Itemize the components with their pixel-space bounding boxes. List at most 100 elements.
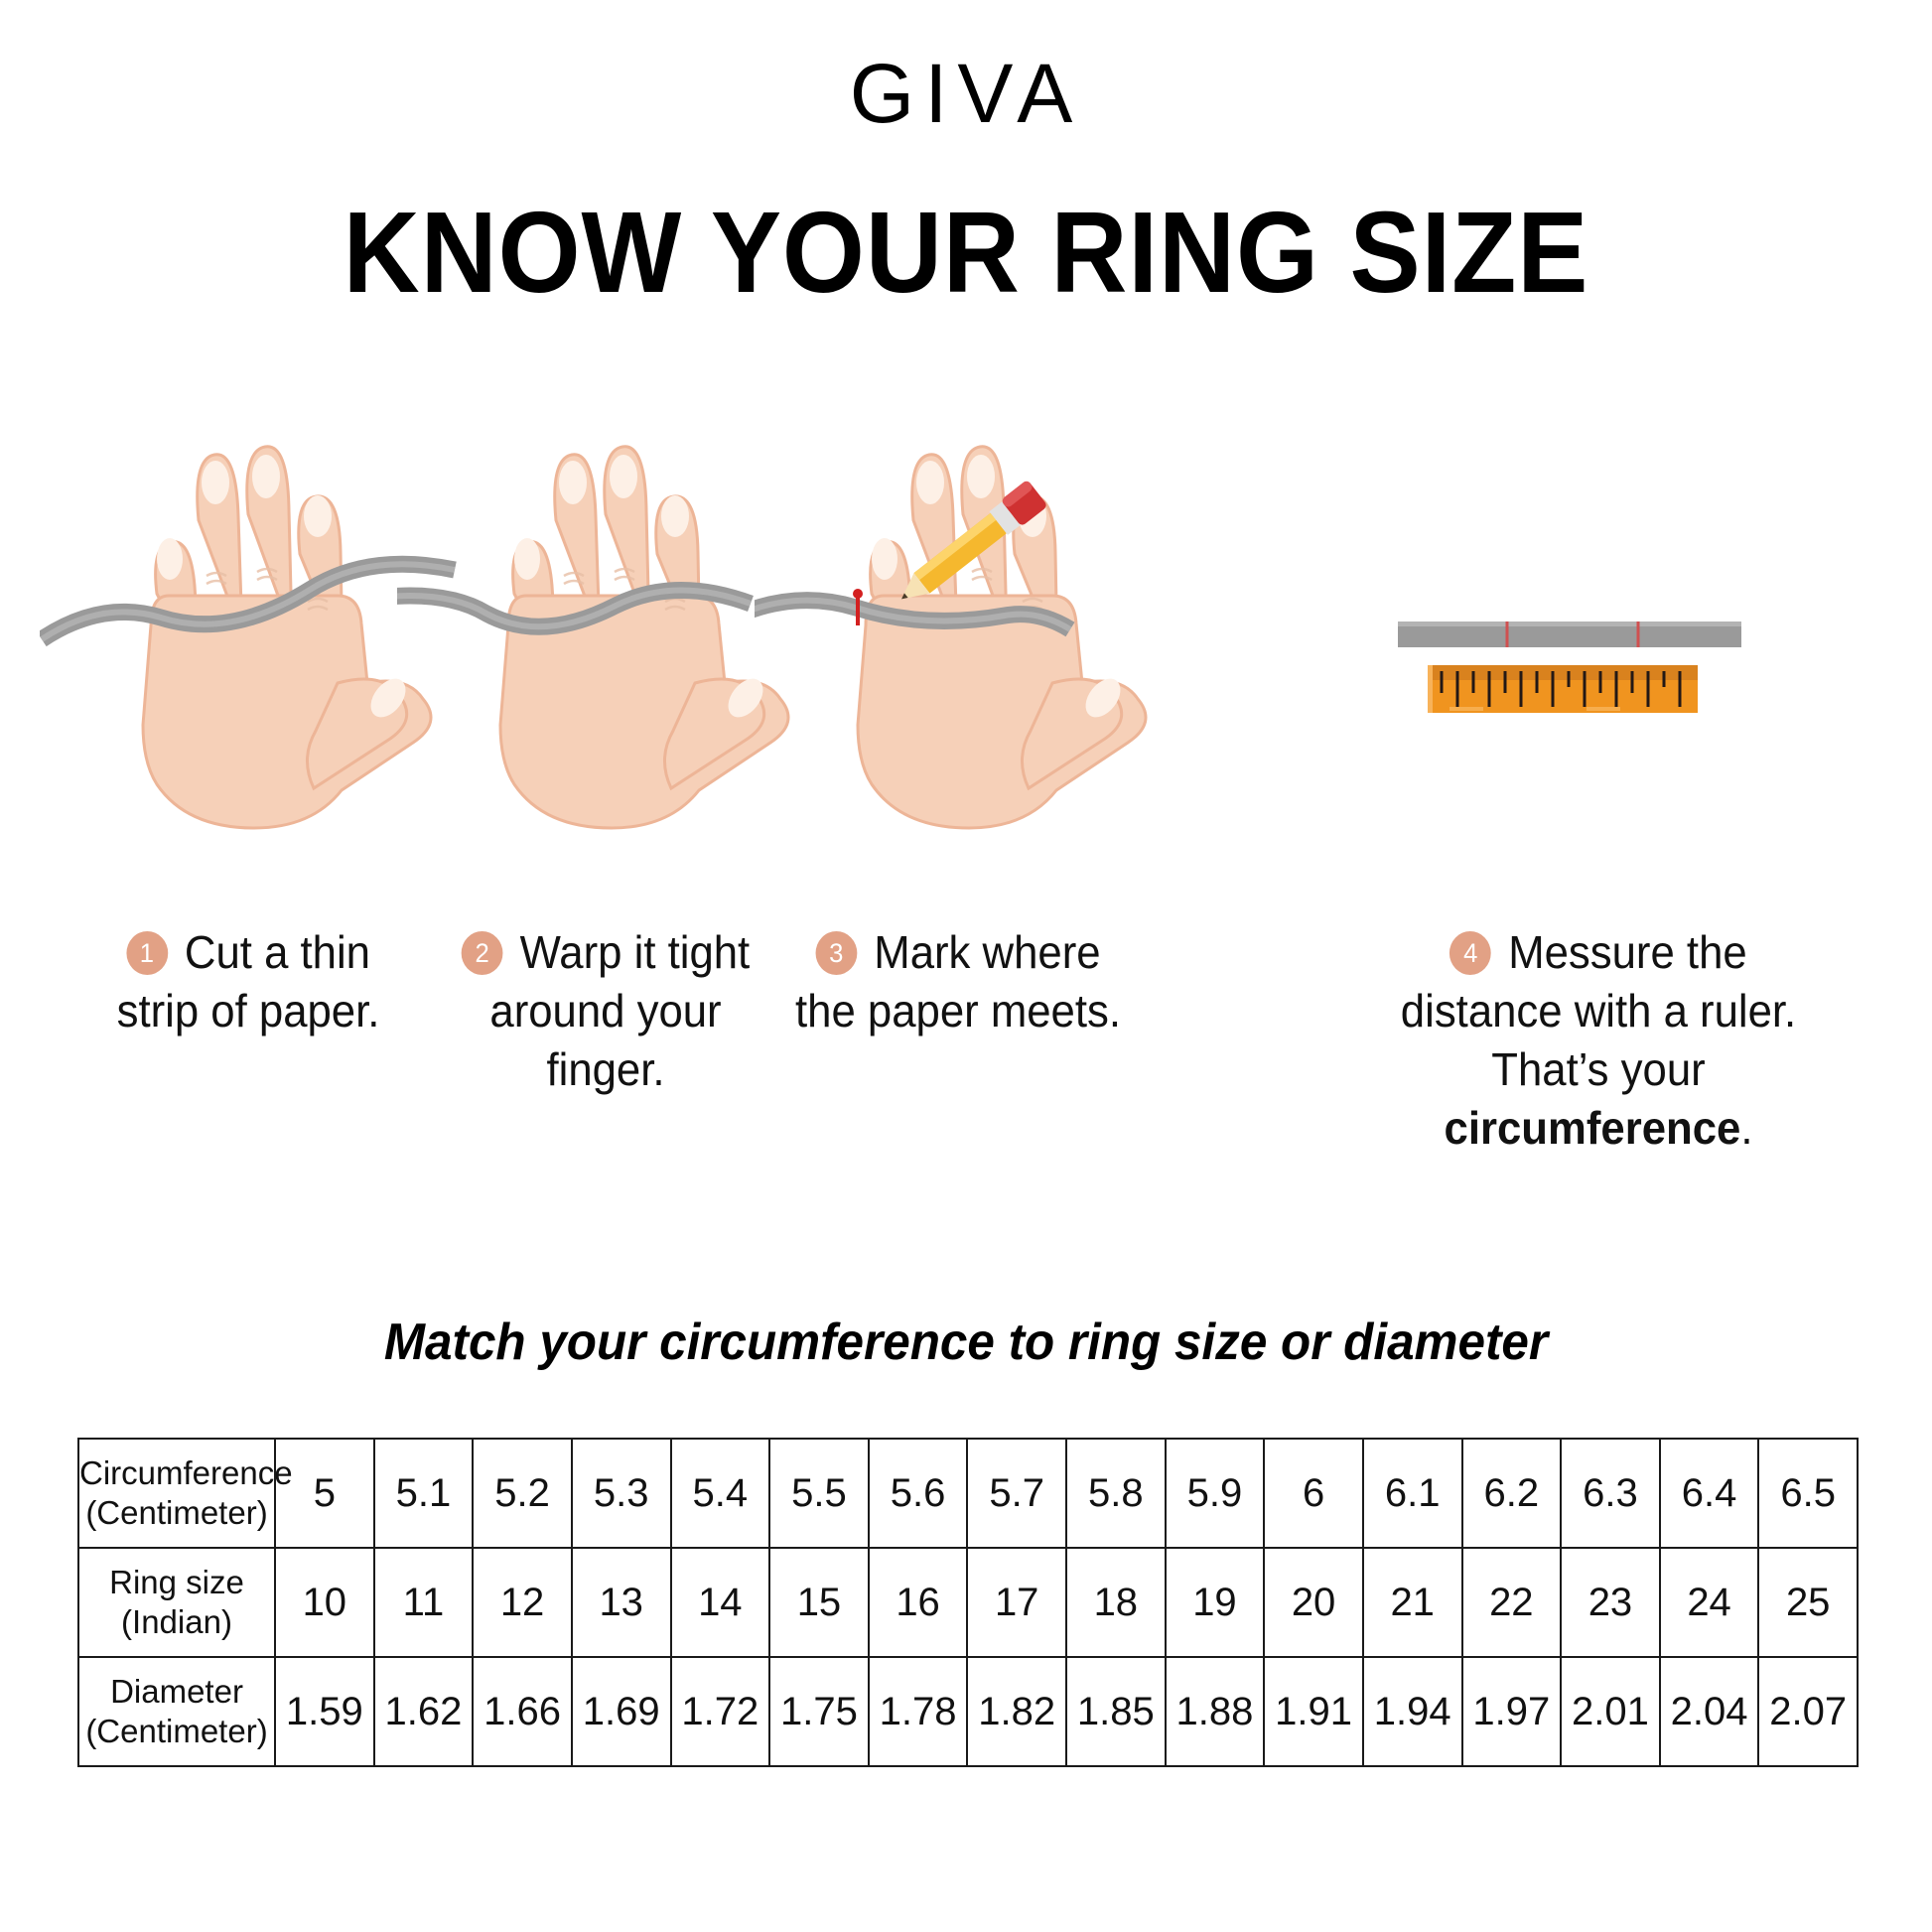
- nail: [559, 461, 587, 504]
- table-cell: 1.97: [1460, 1656, 1563, 1767]
- step-3-caption: 3 Mark where the paper meets.: [793, 923, 1124, 1040]
- table-cell: 18: [1065, 1547, 1167, 1658]
- step-1-illustration: [40, 427, 457, 854]
- ring-size-table: Circumference (Centimeter) 5 5.1 5.2 5.3 5.4…: [77, 1438, 1859, 1767]
- nail: [661, 495, 689, 537]
- table-cell: 5.4: [669, 1438, 771, 1549]
- table-cell: 2.04: [1658, 1656, 1760, 1767]
- table-cell: 6.2: [1460, 1438, 1563, 1549]
- step-4-line3-suffix: .: [1740, 1101, 1753, 1154]
- table-cell: 19: [1164, 1547, 1266, 1658]
- step-captions: 1 Cut a thin strip of paper. 2 Warp it tig…: [0, 923, 1932, 1154]
- table-cell: 6.5: [1757, 1438, 1859, 1549]
- hand-shape: [498, 445, 790, 830]
- row-label-line2: (Indian): [121, 1603, 232, 1640]
- table-cell: 5.7: [966, 1438, 1067, 1549]
- table-cell: 1.62: [372, 1656, 475, 1767]
- row-label: Ring size (Indian): [77, 1547, 276, 1658]
- table-cell: 15: [768, 1547, 870, 1658]
- paper-strip: [397, 582, 754, 635]
- table-cell: 17: [966, 1547, 1067, 1658]
- row-label-line1: Diameter: [110, 1672, 243, 1710]
- step-3-line1: Mark where: [874, 926, 1101, 978]
- step-1-caption: 1 Cut a thin strip of paper.: [88, 923, 409, 1040]
- nail: [967, 455, 995, 498]
- table-cell: 1.78: [867, 1656, 969, 1767]
- nail: [1085, 678, 1121, 718]
- table-cell: 10: [274, 1547, 375, 1658]
- table-cell: 21: [1361, 1547, 1463, 1658]
- pencil-icon: [901, 481, 1046, 600]
- table-row: Diameter (Centimeter) 1.59 1.62 1.66 1.69 1.…: [77, 1656, 1859, 1767]
- step-4-line2: distance with a ruler.: [1400, 984, 1797, 1036]
- nail: [202, 461, 229, 504]
- row-label-line1: Circumference: [79, 1453, 293, 1491]
- table-cell: 23: [1560, 1547, 1661, 1658]
- step-3-line2: the paper meets.: [795, 984, 1121, 1036]
- table-cell: 5.3: [570, 1438, 672, 1549]
- table-body: Circumference (Centimeter) 5 5.1 5.2 5.3 5.4…: [77, 1438, 1859, 1767]
- step-number-badge: 1: [126, 931, 168, 975]
- table-caption: Match your circumference to ring size or…: [383, 1313, 1549, 1371]
- step-4-caption: 4 Messure the distance with a ruler. That…: [1344, 923, 1854, 1158]
- table-cell: 11: [372, 1547, 475, 1658]
- nail: [252, 455, 280, 498]
- table-cell: 22: [1460, 1547, 1563, 1658]
- table-cell: 1.69: [570, 1656, 672, 1767]
- nail: [610, 455, 637, 498]
- step-number-badge: 4: [1449, 931, 1492, 975]
- table-cell: 5.9: [1164, 1438, 1266, 1549]
- step-4-line3-bold: circumference: [1444, 1101, 1741, 1154]
- table-cell: 24: [1658, 1547, 1760, 1658]
- table-cell: 1.94: [1361, 1656, 1463, 1767]
- step-2-line1: Warp it tight: [519, 926, 751, 978]
- table-cell: 25: [1757, 1547, 1859, 1658]
- step-4-illustration: [1390, 616, 1807, 745]
- step-4-line1: Messure the: [1508, 926, 1747, 978]
- hand-shape: [856, 445, 1148, 830]
- pencil-tip-dot: [853, 589, 863, 599]
- table-cell: 5.1: [372, 1438, 475, 1549]
- table-cell: 14: [669, 1547, 771, 1658]
- table-cell: 13: [570, 1547, 672, 1658]
- table-cell: 5: [274, 1438, 375, 1549]
- table-cell: 1.66: [472, 1656, 573, 1767]
- table-cell: 6.1: [1361, 1438, 1463, 1549]
- nail: [157, 538, 183, 580]
- row-label: Circumference (Centimeter): [77, 1438, 293, 1549]
- table-cell: 2.01: [1560, 1656, 1661, 1767]
- step-4-line3-prefix: That’s your: [1491, 1042, 1706, 1095]
- step-2-line2: around your finger.: [489, 984, 722, 1095]
- step-2-illustration: [397, 427, 814, 854]
- page-title: KNOW YOUR RING SIZE: [343, 188, 1589, 317]
- table-cell: 5.8: [1065, 1438, 1167, 1549]
- step-1-line2: strip of paper.: [116, 984, 380, 1036]
- paper-strip: [755, 592, 1075, 637]
- table-cell: 6.4: [1658, 1438, 1760, 1549]
- table-row: Ring size (Indian) 10 11 12 13 14 15 16 17 18 19 2…: [77, 1547, 1859, 1658]
- row-label-line2: (Centimeter): [85, 1713, 268, 1749]
- paper-strip: [40, 555, 457, 647]
- table-cell: 1.59: [274, 1656, 375, 1767]
- row-label-line2: (Centimeter): [85, 1494, 268, 1531]
- table-cell: 12: [472, 1547, 573, 1658]
- step-1-line1: Cut a thin: [184, 926, 370, 978]
- table-cell: 5.6: [867, 1438, 969, 1549]
- table-cell: 5.2: [472, 1438, 573, 1549]
- nail: [872, 538, 897, 580]
- table-cell: 16: [867, 1547, 969, 1658]
- nail: [304, 495, 332, 537]
- step-number-badge: 3: [815, 931, 858, 975]
- table-cell: 1.85: [1065, 1656, 1167, 1767]
- table-cell: 2.07: [1757, 1656, 1859, 1767]
- hand-shape: [141, 445, 433, 830]
- nail: [728, 678, 763, 718]
- table-cell: 6: [1263, 1438, 1364, 1549]
- table-cell: 5.5: [768, 1438, 870, 1549]
- brand-logo: GIVA: [849, 47, 1083, 140]
- step-2-caption: 2 Warp it tight around your finger.: [446, 923, 766, 1099]
- steps-illustrations: [0, 427, 1932, 943]
- row-label: Diameter (Centimeter): [77, 1656, 276, 1767]
- table-cell: 20: [1263, 1547, 1364, 1658]
- step-3-illustration: [755, 427, 1172, 854]
